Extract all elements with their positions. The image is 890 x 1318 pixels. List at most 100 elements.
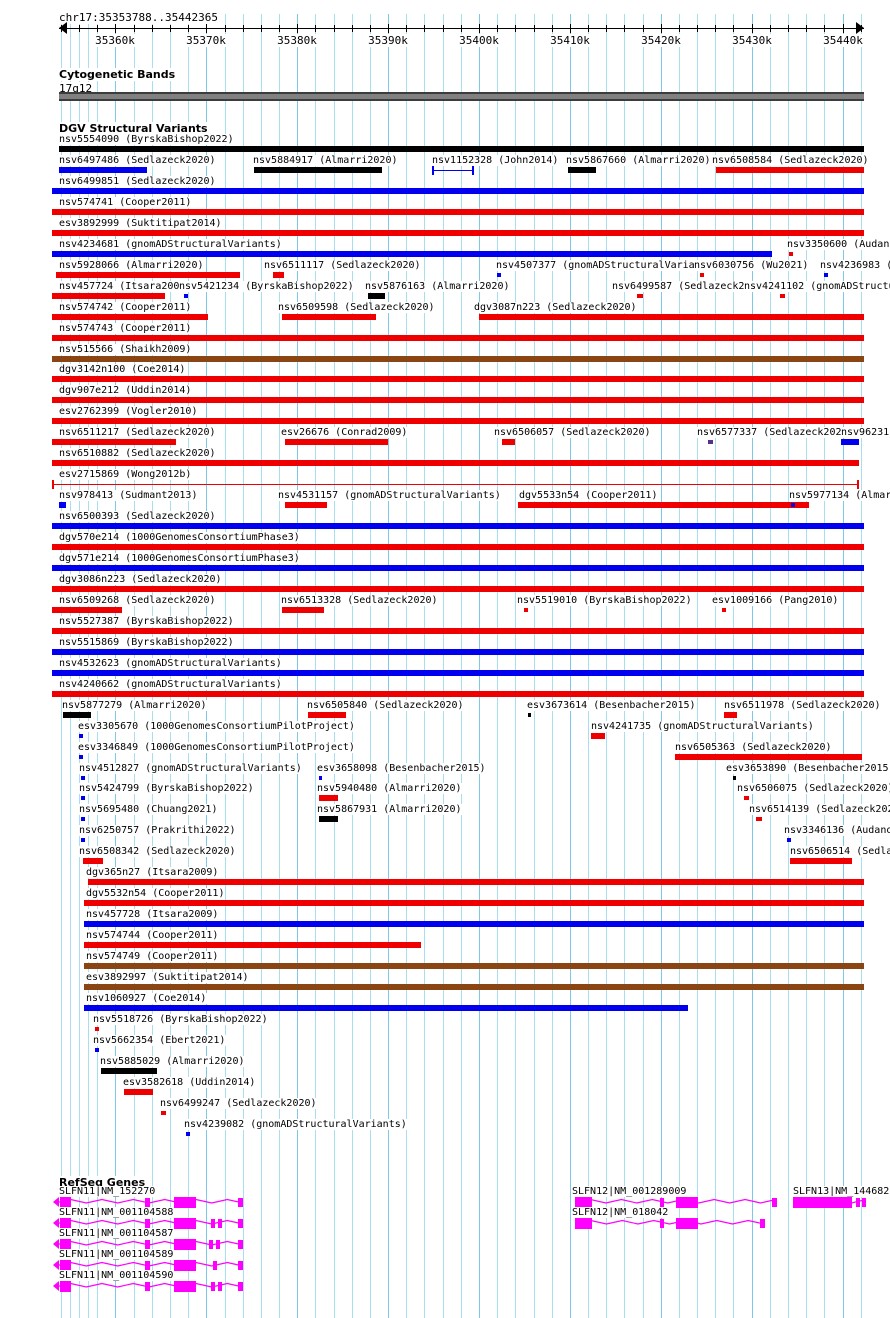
gene-exon[interactable]	[211, 1218, 215, 1228]
cytoband-bar[interactable]	[59, 92, 864, 101]
gene-exon[interactable]	[216, 1239, 220, 1249]
gene-exon[interactable]	[238, 1239, 243, 1249]
variant-bar[interactable]	[52, 606, 122, 613]
gene-exon[interactable]	[174, 1259, 196, 1271]
variant-span[interactable]	[52, 480, 859, 490]
variant-bar[interactable]	[95, 1047, 99, 1052]
gene-exon[interactable]	[60, 1280, 71, 1292]
variant-bar[interactable]	[637, 293, 643, 298]
variant-bar[interactable]	[724, 711, 737, 718]
variant-bar[interactable]	[733, 775, 736, 780]
gene-exon[interactable]	[145, 1239, 150, 1249]
gene-exon[interactable]	[174, 1217, 196, 1229]
variant-bar[interactable]	[52, 250, 772, 257]
variant-bar[interactable]	[52, 313, 208, 320]
variant-bar[interactable]	[52, 355, 864, 362]
variant-bar[interactable]	[282, 313, 376, 320]
variant-bar[interactable]	[368, 292, 385, 299]
gene-exon[interactable]	[238, 1218, 243, 1228]
variant-bar[interactable]	[186, 1131, 190, 1136]
variant-bar[interactable]	[79, 733, 83, 738]
variant-bar[interactable]	[52, 334, 864, 341]
gene-exon[interactable]	[862, 1198, 866, 1207]
variant-bar[interactable]	[497, 272, 501, 277]
variant-bar[interactable]	[84, 963, 864, 970]
coordinate-ruler[interactable]: chr17:35353788..35442365 35360k 35370k 353…	[0, 0, 890, 62]
variant-bar[interactable]	[52, 292, 165, 299]
gene-exon[interactable]	[211, 1281, 215, 1291]
variant-bar[interactable]	[101, 1067, 157, 1074]
variant-bar[interactable]	[81, 838, 85, 843]
variant-span[interactable]	[432, 165, 474, 175]
variant-bar[interactable]	[52, 439, 176, 446]
variant-bar[interactable]	[789, 251, 793, 256]
variant-bar[interactable]	[81, 775, 85, 780]
variant-bar[interactable]	[161, 1110, 166, 1115]
variant-bar[interactable]	[84, 900, 864, 907]
gene-exon[interactable]	[60, 1238, 71, 1250]
variant-bar[interactable]	[780, 293, 785, 298]
gene-exon[interactable]	[145, 1198, 150, 1207]
gene-exon[interactable]	[174, 1197, 196, 1208]
variant-bar[interactable]	[84, 1004, 688, 1011]
variant-bar[interactable]	[285, 502, 327, 509]
variant-bar[interactable]	[52, 565, 864, 571]
variant-bar[interactable]	[52, 690, 864, 697]
variant-bar[interactable]	[84, 942, 421, 949]
variant-bar[interactable]	[524, 607, 528, 612]
arrow-left-icon[interactable]	[59, 22, 67, 34]
gene-exon[interactable]	[238, 1281, 243, 1291]
variant-bar[interactable]	[52, 585, 864, 592]
variant-bar[interactable]	[756, 817, 762, 822]
gene-exon[interactable]	[174, 1238, 196, 1250]
variant-bar[interactable]	[83, 858, 103, 865]
variant-bar[interactable]	[52, 460, 859, 467]
variant-bar[interactable]	[319, 795, 338, 802]
variant-bar[interactable]	[716, 166, 864, 173]
variant-bar[interactable]	[56, 271, 240, 278]
gene-exon[interactable]	[660, 1198, 664, 1207]
gene-exon[interactable]	[60, 1259, 71, 1271]
gene-exon[interactable]	[213, 1260, 217, 1270]
variant-bar[interactable]	[744, 796, 749, 801]
gene-exon[interactable]	[793, 1197, 852, 1208]
gene-exon[interactable]	[60, 1217, 71, 1229]
gene-exon[interactable]	[145, 1260, 150, 1270]
variant-bar[interactable]	[88, 879, 864, 886]
variant-bar[interactable]	[319, 775, 322, 780]
variant-bar[interactable]	[479, 313, 864, 320]
variant-bar[interactable]	[81, 796, 85, 801]
variant-bar[interactable]	[791, 503, 795, 508]
gene-exon[interactable]	[145, 1281, 150, 1291]
gene-exon[interactable]	[676, 1197, 698, 1208]
gene-exon[interactable]	[238, 1198, 243, 1207]
variant-bar[interactable]	[722, 607, 726, 612]
variant-bar[interactable]	[568, 166, 596, 173]
variant-bar[interactable]	[319, 816, 338, 823]
variant-bar[interactable]	[184, 293, 188, 298]
gene-exon[interactable]	[218, 1218, 222, 1228]
variant-bar[interactable]	[528, 712, 531, 717]
variant-bar[interactable]	[675, 753, 862, 760]
variant-bar[interactable]	[63, 711, 91, 718]
variant-bar[interactable]	[79, 754, 83, 759]
variant-bar[interactable]	[790, 858, 852, 865]
variant-bar[interactable]	[273, 271, 284, 278]
variant-bar[interactable]	[282, 606, 324, 613]
gene-exon[interactable]	[575, 1197, 592, 1208]
gene-exon[interactable]	[676, 1217, 698, 1229]
gene-exon[interactable]	[660, 1218, 664, 1228]
variant-bar[interactable]	[841, 439, 859, 446]
variant-bar[interactable]	[52, 627, 864, 634]
gene-exon[interactable]	[856, 1198, 860, 1207]
gene-exon[interactable]	[238, 1260, 243, 1270]
variant-bar[interactable]	[52, 648, 864, 655]
variant-bar[interactable]	[52, 208, 864, 215]
variant-bar[interactable]	[308, 711, 346, 718]
variant-bar[interactable]	[124, 1088, 153, 1095]
variant-bar[interactable]	[59, 502, 66, 509]
variant-bar[interactable]	[285, 439, 388, 446]
gene-exon[interactable]	[575, 1217, 592, 1229]
variant-bar[interactable]	[591, 732, 605, 739]
variant-bar[interactable]	[84, 984, 864, 990]
